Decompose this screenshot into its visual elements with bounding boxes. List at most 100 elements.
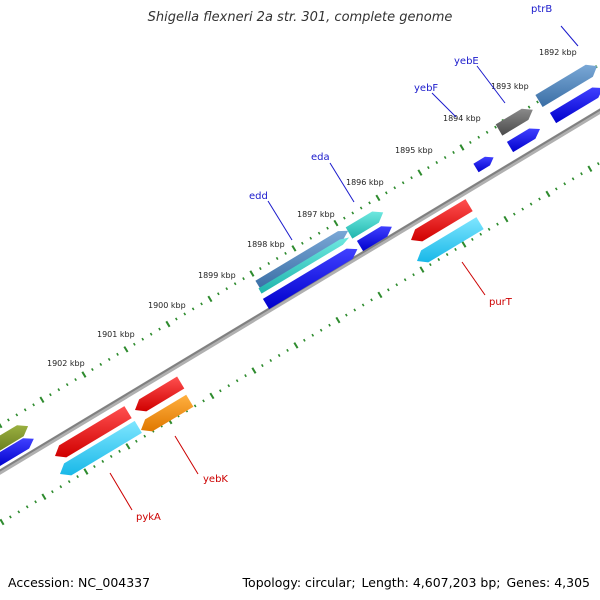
forward-gene-arrow xyxy=(549,87,600,124)
scale-tick xyxy=(401,181,405,185)
scale-tick xyxy=(529,202,533,206)
forward-gene-arrow xyxy=(262,248,358,310)
scale-tick xyxy=(51,490,54,494)
scale-tick xyxy=(587,165,593,173)
scale-tick xyxy=(328,323,331,327)
scale-tick xyxy=(521,207,525,211)
scale-tick xyxy=(217,292,220,296)
scale-tick xyxy=(277,353,281,357)
scale-tick xyxy=(76,475,79,479)
scale-tick xyxy=(261,364,264,368)
map-title: Shigella flexneri 2a str. 301, complete … xyxy=(147,10,453,25)
length-label: Length: xyxy=(361,575,409,590)
scale-tick xyxy=(368,201,371,205)
reverse-gene-arrow xyxy=(135,376,185,412)
gene-yebF-leader xyxy=(431,92,457,118)
scale-tick xyxy=(596,162,600,166)
accession-value: NC_004337 xyxy=(78,575,151,590)
scale-tick xyxy=(512,212,516,216)
scale-tick xyxy=(326,226,329,230)
scale-tick xyxy=(410,176,413,180)
scale-tick xyxy=(275,256,279,260)
scale-tick xyxy=(209,392,215,400)
reverse-gene-arrow xyxy=(411,199,473,242)
scale-tick xyxy=(554,187,558,191)
scale-tick xyxy=(370,298,373,302)
scale-tick xyxy=(141,337,145,341)
scale-tick xyxy=(309,236,313,240)
scale-tick xyxy=(109,454,113,458)
scale-tick xyxy=(293,342,299,349)
gene-yebF-arrow xyxy=(473,156,494,173)
kbp-label: 1893 kbp xyxy=(491,82,529,91)
scale-tick xyxy=(412,273,415,277)
gene-yebK-leader xyxy=(174,435,199,475)
scale-tick xyxy=(343,216,346,220)
scale-tick xyxy=(461,241,467,248)
scale-tick xyxy=(375,194,381,202)
scale-tick xyxy=(403,278,407,282)
gene-eda-arrow xyxy=(345,211,384,239)
gene-edd-arrow xyxy=(255,230,349,290)
scale-tick xyxy=(99,362,103,367)
scale-tick xyxy=(417,169,423,176)
scale-tick xyxy=(335,316,341,324)
scale-tick xyxy=(452,150,455,154)
scale-tick xyxy=(32,403,35,407)
gene-purT-leader xyxy=(461,261,486,296)
scale-tick xyxy=(259,267,262,271)
scale-tick xyxy=(301,241,304,245)
scale-tick xyxy=(67,480,71,484)
scale-tick xyxy=(59,485,63,489)
scale-tick xyxy=(385,191,388,195)
reverse-gene-arrow xyxy=(55,406,132,458)
scale-tick xyxy=(387,288,390,292)
scale-tick xyxy=(191,307,195,311)
gene-ptrB-leader xyxy=(560,25,579,47)
scale-tick xyxy=(219,389,222,393)
gene-yebK-arrow xyxy=(141,394,194,432)
forward-gene-arrow xyxy=(506,128,540,153)
scale-tick xyxy=(235,379,239,383)
kbp-label: 1895 kbp xyxy=(395,146,433,155)
gene-pykA-leader xyxy=(109,472,133,511)
scale-tick xyxy=(345,313,348,317)
scale-tick xyxy=(377,291,383,299)
scale-tick xyxy=(125,443,131,450)
forward-gene-arrow xyxy=(258,237,350,294)
kbp-label: 1892 kbp xyxy=(539,48,577,57)
scale-tick xyxy=(227,384,231,388)
genes-label: Genes: xyxy=(506,575,551,590)
scale-tick xyxy=(0,518,5,526)
scale-tick xyxy=(41,493,47,501)
scale-tick xyxy=(563,182,567,186)
scale-tick xyxy=(580,172,583,176)
scale-tick xyxy=(225,287,229,291)
scale-tick xyxy=(93,464,96,469)
scale-tick xyxy=(143,434,147,438)
scale-tick xyxy=(25,505,29,509)
scale-tick xyxy=(437,258,441,262)
topology-label: Topology: xyxy=(242,575,302,590)
scale-tick xyxy=(57,388,61,392)
accession-label: Accession: xyxy=(8,575,75,590)
topology-value: circular xyxy=(305,575,352,590)
kbp-label: 1900 kbp xyxy=(148,301,186,310)
scale-tick xyxy=(118,449,121,453)
scale-tick xyxy=(81,371,87,378)
scale-tick xyxy=(158,327,161,331)
scale-tick xyxy=(267,261,271,266)
scale-tick xyxy=(477,135,481,139)
gene-label-edd: edd xyxy=(249,191,268,202)
scale-tick xyxy=(353,308,357,312)
scale-tick xyxy=(207,295,213,303)
scale-tick xyxy=(116,352,119,356)
scale-tick xyxy=(443,155,447,160)
scale-tick xyxy=(23,408,27,412)
scale-tick xyxy=(193,404,197,408)
kbp-label: 1897 kbp xyxy=(297,210,335,219)
scale-tick xyxy=(427,166,430,170)
scale-tick xyxy=(286,348,289,352)
